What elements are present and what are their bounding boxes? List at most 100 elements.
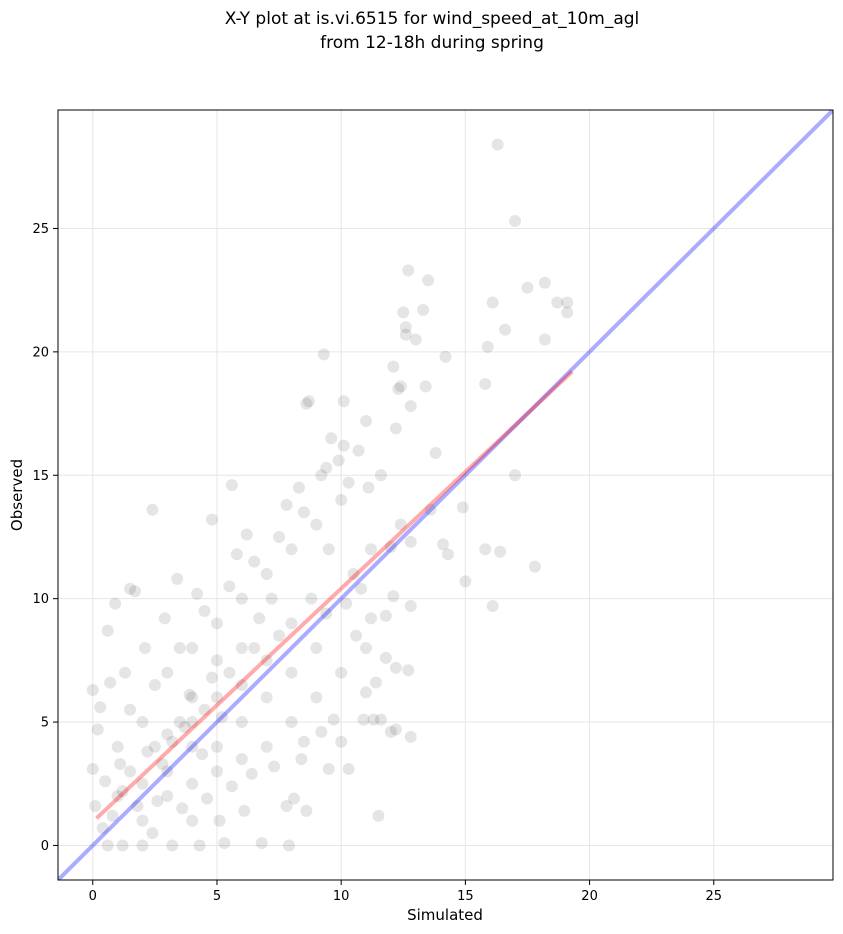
scatter-point [332,454,345,467]
scatter-point [186,814,199,827]
scatter-point [156,758,169,771]
scatter-point [186,642,199,655]
scatter-point [89,799,102,812]
scatter-point [136,716,149,729]
scatter-point [230,548,243,561]
scatter-point [409,333,422,346]
scatter-point [300,397,313,410]
scatter-point [260,740,273,753]
scatter-point [273,530,286,543]
scatter-point [94,701,107,714]
scatter-point [210,740,223,753]
scatter-point [322,762,335,775]
scatter-point [342,762,355,775]
scatter-point [437,538,450,551]
scatter-point [479,377,492,390]
scatter-point [111,790,124,803]
scatter-point [387,360,400,373]
scatter-point [402,664,415,677]
scatter-point [320,607,333,620]
x-tick-label: 25 [705,889,722,904]
scatter-point [171,572,184,585]
scatter-point [320,461,333,474]
scatter-point [235,716,248,729]
scatter-point [384,725,397,738]
scatter-point [186,691,199,704]
fit-line [58,110,833,880]
scatter-point [399,321,412,334]
scatter-point [295,753,308,766]
scatter-point [402,264,415,277]
x-tick-label: 20 [581,889,598,904]
scatter-point [481,340,494,353]
scatter-point [322,543,335,556]
scatter-point [238,804,251,817]
scatter-point [327,713,340,726]
scatter-point [166,735,179,748]
scatter-point [292,481,305,494]
scatter-point [459,575,472,588]
scatter-point [486,600,499,613]
scatter-point [235,753,248,766]
scatter-point [404,400,417,413]
scatter-point [91,723,104,736]
scatter-point [201,792,214,805]
scatter-point [384,540,397,553]
scatter-point [213,814,226,827]
scatter-point [317,348,330,361]
scatter-point [186,777,199,790]
scatter-point [429,447,442,460]
scatter-point [374,713,387,726]
scatter-point [116,839,129,852]
scatter-point [136,839,149,852]
scatter-point [315,469,328,482]
scatter-point [310,691,323,704]
x-tick-label: 10 [333,889,350,904]
scatter-point [419,380,432,393]
scatter-point [364,612,377,625]
x-tick-label: 15 [457,889,474,904]
plot-frame [57,109,834,881]
scatter-point [114,758,127,771]
scatter-point [86,762,99,775]
scatter-point [148,679,161,692]
scatter-point [521,281,534,294]
scatter-point [186,740,199,753]
scatter-point [210,617,223,630]
scatter-point [260,567,273,580]
scatter-point [131,799,144,812]
scatter-point [392,382,405,395]
scatter-point [273,629,286,642]
x-axis-label: Simulated [407,906,483,924]
scatter-point [166,839,179,852]
scatter-point [253,612,266,625]
scatter-point [124,582,137,595]
scatter-point [422,274,435,287]
scatter-point [283,839,296,852]
scatter-point [161,728,174,741]
scatter-point [96,822,109,835]
scatter-point [297,735,310,748]
y-tick-label: 5 [41,716,49,731]
scatter-point [404,600,417,613]
scatter-point [235,592,248,605]
scatter-point [389,661,402,674]
scatter-point [173,716,186,729]
scatter-point [387,590,400,603]
scatter-point [486,296,499,309]
scatter-point [302,395,315,408]
scatter-point [178,720,191,733]
scatter-point [161,765,174,778]
scatter-point [193,839,206,852]
scatter-point [360,686,373,699]
scatter-point [119,666,132,679]
scatter-point [136,777,149,790]
scatter-point [337,439,350,452]
scatter-point [360,642,373,655]
scatter-point [397,306,410,319]
y-tick-label: 10 [32,592,49,607]
scatter-point [325,432,338,445]
scatter-point [260,654,273,667]
scatter-point [285,617,298,630]
